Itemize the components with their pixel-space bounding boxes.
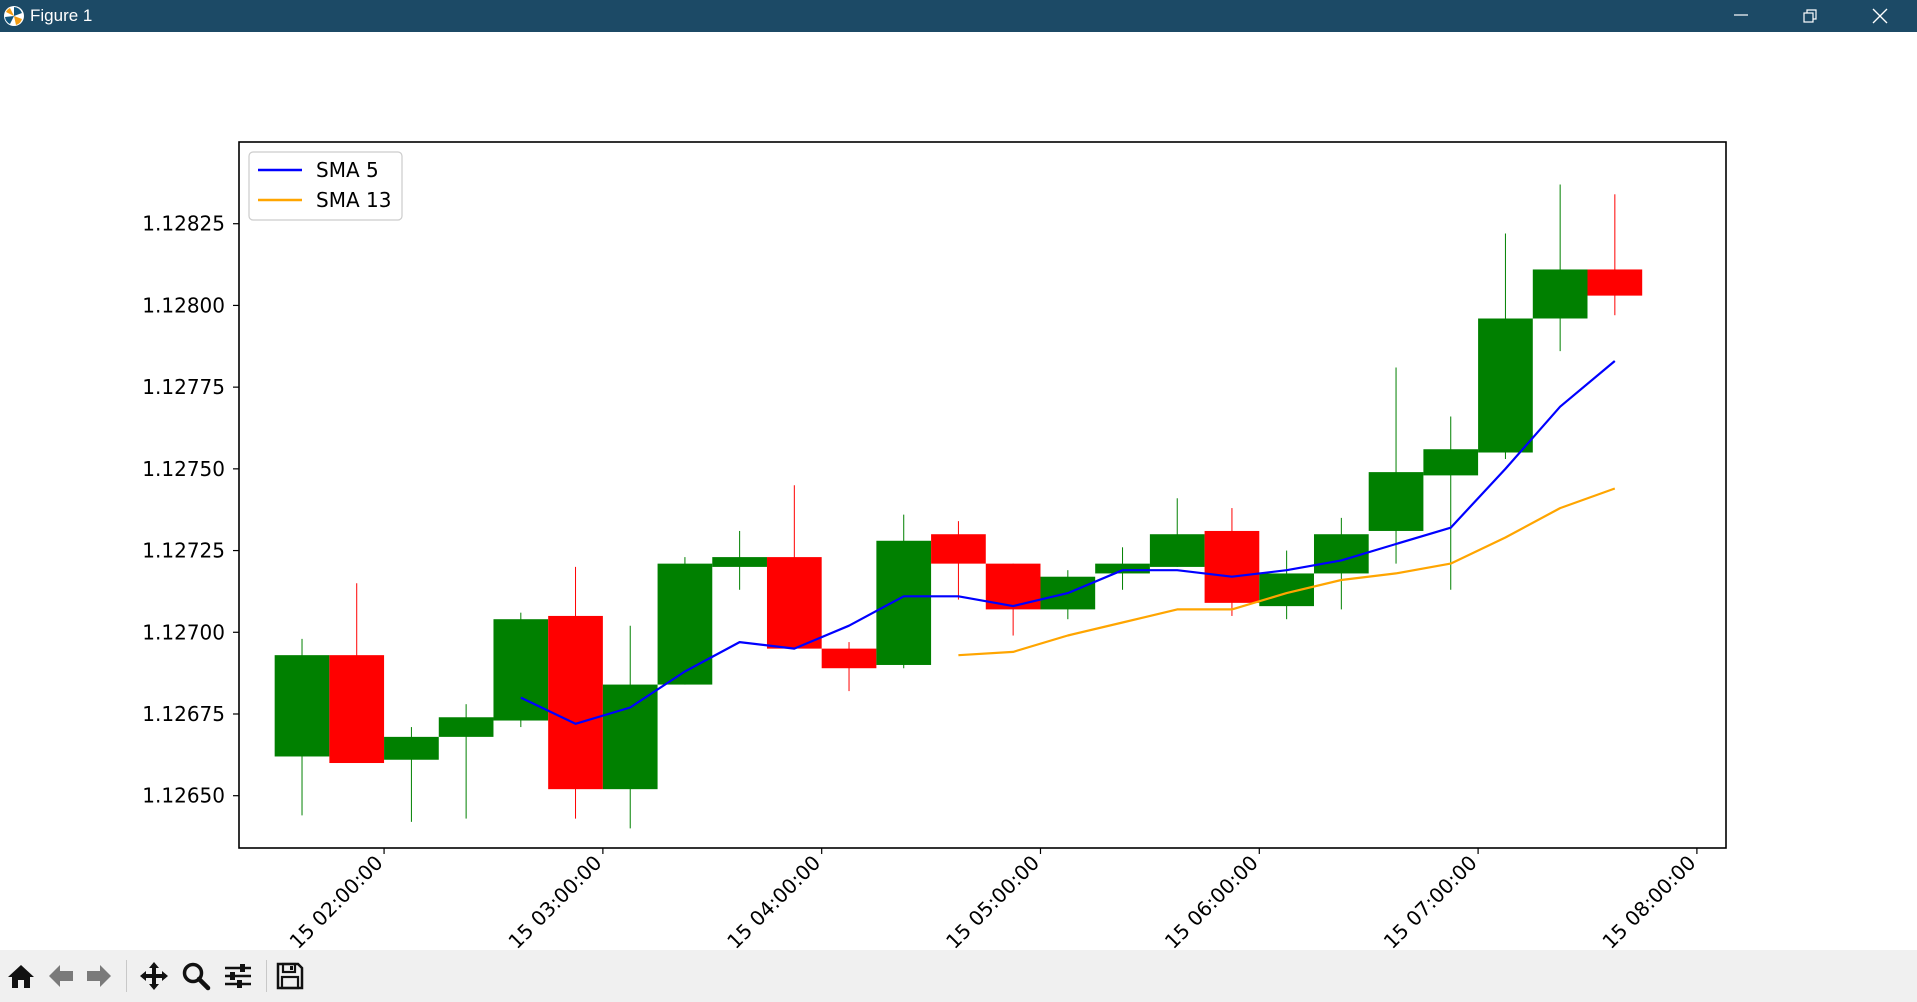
- minimize-icon: [1734, 14, 1748, 16]
- candle-body-up: [1478, 318, 1533, 453]
- candlestick-chart: 1.12650 1.12675 1.12700 1.12725 1.12750 1.127…: [142, 141, 1727, 954]
- matplotlib-logo-icon: [4, 6, 24, 26]
- configure-icon: [225, 964, 251, 988]
- candle-body-down: [766, 557, 822, 649]
- candle-body-down: [1204, 530, 1260, 603]
- x-tick-label: 15 05:00:00: [941, 851, 1044, 950]
- home-icon: [8, 965, 34, 988]
- candle-body-up: [876, 540, 932, 665]
- candles: [274, 184, 1643, 829]
- candle-body-up: [493, 619, 549, 721]
- y-tick-label: 1.12775: [142, 375, 225, 399]
- forward-icon: [87, 965, 111, 987]
- candle-body-up: [602, 684, 658, 790]
- candle-body-up: [1095, 563, 1150, 574]
- save-icon: [276, 962, 304, 990]
- candle-body-up: [1532, 269, 1588, 319]
- pan-button[interactable]: [136, 958, 172, 994]
- candle-body-down: [548, 615, 603, 790]
- forward-button[interactable]: [81, 958, 117, 994]
- candle-body-down: [1587, 269, 1643, 296]
- y-tick-label: 1.12825: [142, 212, 225, 236]
- candle-body-up: [657, 563, 713, 685]
- candle-body-up: [1149, 534, 1205, 567]
- zoom-button[interactable]: [178, 958, 214, 994]
- legend: SMA 5 SMA 13: [248, 151, 403, 221]
- back-button[interactable]: [43, 958, 79, 994]
- minimize-button[interactable]: [1707, 0, 1775, 32]
- window-title: Figure 1: [30, 6, 93, 25]
- save-button[interactable]: [272, 958, 308, 994]
- x-tick-label: 15 07:00:00: [1379, 851, 1482, 950]
- toolbar-separator: [266, 960, 267, 992]
- sma-lines: [520, 360, 1616, 725]
- y-tick-label: 1.12650: [142, 784, 225, 808]
- x-tick-label: 15 03:00:00: [503, 851, 606, 950]
- y-tick-label: 1.12800: [142, 293, 225, 317]
- candle-body-up: [1368, 472, 1424, 531]
- sma-line: [520, 360, 1616, 725]
- candle-body-up: [1423, 449, 1479, 476]
- navigation-toolbar: [0, 950, 1917, 1002]
- legend-label: SMA 5: [316, 158, 379, 182]
- legend-label: SMA 13: [316, 188, 391, 212]
- candle-body-up: [438, 717, 494, 737]
- y-tick-label: 1.12725: [142, 539, 225, 563]
- maximize-button[interactable]: [1776, 0, 1844, 32]
- pan-icon: [140, 962, 168, 990]
- home-button[interactable]: [3, 958, 39, 994]
- sma-line: [958, 487, 1616, 657]
- y-tick-label: 1.12700: [142, 620, 225, 644]
- figure-canvas[interactable]: 1.12650 1.12675 1.12700 1.12725 1.12750 1.127…: [0, 32, 1917, 954]
- title-bar: Figure 1: [0, 0, 1917, 32]
- x-tick-label: 15 04:00:00: [722, 851, 825, 950]
- axes-frame: [238, 141, 1727, 849]
- close-button[interactable]: [1846, 0, 1914, 32]
- zoom-icon: [182, 962, 211, 991]
- x-tick-label: 15 08:00:00: [1597, 851, 1700, 950]
- toolbar-separator: [126, 960, 127, 992]
- candle-body-down: [329, 655, 385, 764]
- candle-body-down: [931, 534, 986, 564]
- candle-body-up: [712, 557, 767, 567]
- y-tick-label: 1.12750: [142, 457, 225, 481]
- x-tick-label: 15 06:00:00: [1160, 851, 1263, 950]
- restore-icon: [1803, 9, 1817, 23]
- close-icon: [1872, 8, 1888, 24]
- candle-body-down: [821, 648, 877, 669]
- candle-body-up: [1259, 573, 1314, 607]
- candle-body-up: [384, 736, 439, 760]
- y-tick-label: 1.12675: [142, 702, 225, 726]
- candle-body-up: [274, 655, 330, 757]
- back-icon: [49, 965, 73, 987]
- configure-subplots-button[interactable]: [220, 958, 256, 994]
- x-tick-label: 15 02:00:00: [285, 851, 388, 950]
